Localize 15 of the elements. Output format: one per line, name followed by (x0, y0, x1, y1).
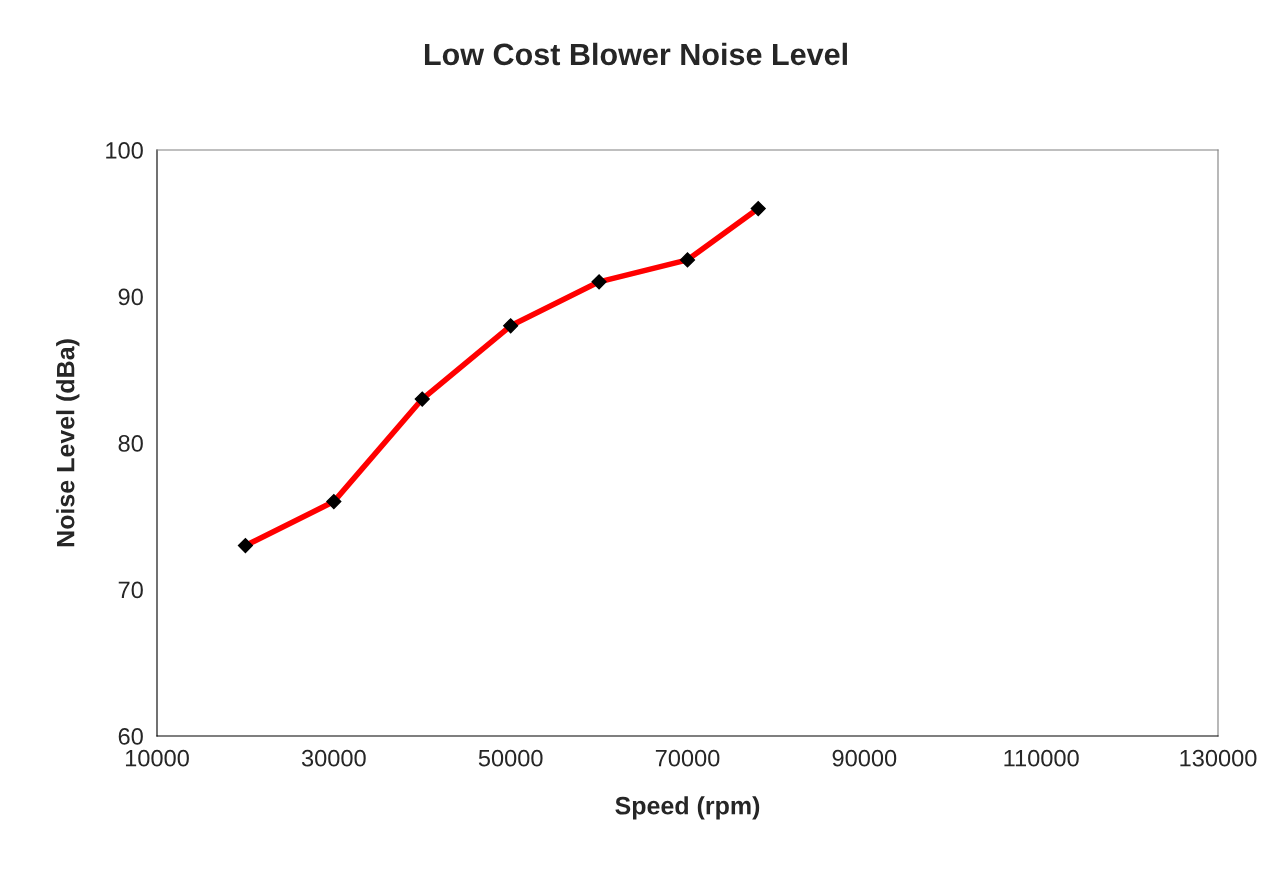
x-tick-label: 50000 (478, 749, 543, 767)
x-tick-label: 70000 (655, 749, 720, 767)
y-tick-label: 90 (118, 288, 143, 306)
x-tick-label: 30000 (301, 749, 366, 767)
y-axis-title: Noise Level (dBa) (56, 339, 80, 547)
x-tick-label: 10000 (125, 749, 189, 767)
x-tick-label: 130000 (1180, 749, 1257, 767)
y-tick-label: 80 (118, 435, 143, 452)
y-tick-label: 70 (118, 581, 143, 599)
x-axis-title: Speed (rpm) (615, 796, 760, 820)
y-tick-label: 60 (118, 728, 143, 745)
x-tick-label: 110000 (1004, 749, 1079, 767)
chart-title: Low Cost Blower Noise Level (424, 42, 847, 66)
x-tick-label: 90000 (832, 749, 897, 767)
y-tick-label: 100 (106, 142, 143, 159)
